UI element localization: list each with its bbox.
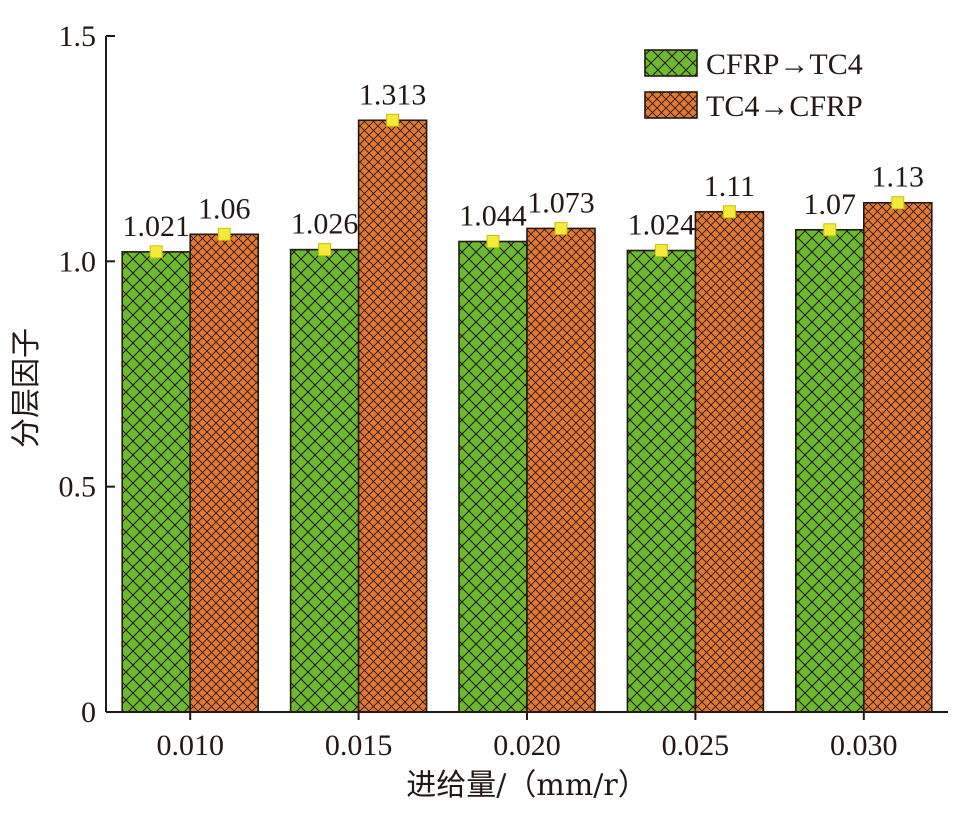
data-marker	[149, 245, 163, 259]
data-marker	[823, 223, 837, 237]
bar-tc4-cfrp-0.030	[862, 201, 933, 713]
y-tick-label: 0.5	[59, 471, 97, 504]
data-marker	[386, 113, 400, 127]
y-axis-title: 分层因子	[9, 328, 44, 448]
data-marker	[217, 227, 231, 241]
data-label: 1.13	[872, 161, 925, 194]
legend-swatch-tc4-cfrp	[644, 91, 698, 119]
legend-label: TC4→CFRP	[706, 90, 863, 123]
y-tick-label: 1.5	[59, 20, 97, 53]
data-marker	[654, 244, 668, 258]
data-marker	[554, 221, 568, 235]
y-tick-label: 0	[81, 696, 96, 729]
data-label: 1.024	[628, 209, 696, 242]
data-label: 1.044	[459, 200, 527, 233]
bar-cfrp-tc4-0.025	[626, 249, 697, 713]
data-label: 1.073	[527, 186, 595, 219]
x-tick-label: 0.015	[325, 729, 393, 762]
data-label: 1.021	[122, 210, 190, 243]
legend-label: CFRP→TC4	[706, 48, 863, 81]
x-tick-label: 0.010	[156, 729, 224, 762]
bar-tc4-cfrp-0.025	[694, 210, 765, 713]
y-tick-label: 1.0	[59, 245, 97, 278]
x-tick-label: 0.030	[830, 729, 898, 762]
data-marker	[891, 196, 905, 210]
x-tick-label: 0.020	[493, 729, 561, 762]
bar-cfrp-tc4-0.015	[289, 248, 360, 713]
data-marker	[486, 235, 500, 249]
data-label: 1.07	[804, 188, 857, 221]
legend-swatch-cfrp-tc4	[644, 49, 698, 77]
bar-tc4-cfrp-0.020	[526, 227, 596, 713]
x-axis-title: 进给量/（mm/r）	[406, 768, 647, 803]
data-marker	[318, 243, 332, 257]
bar-cfrp-tc4-0.020	[458, 240, 528, 713]
data-label: 1.026	[291, 208, 359, 241]
data-label: 1.06	[198, 192, 251, 225]
x-tick-label: 0.025	[662, 729, 730, 762]
bar-cfrp-tc4-0.010	[121, 251, 191, 713]
data-marker	[722, 205, 736, 219]
bar-tc4-cfrp-0.010	[189, 233, 259, 713]
bar-cfrp-tc4-0.030	[794, 228, 865, 713]
bar-tc4-cfrp-0.015	[357, 119, 428, 713]
data-label: 1.313	[359, 78, 427, 111]
data-label: 1.11	[704, 170, 755, 203]
